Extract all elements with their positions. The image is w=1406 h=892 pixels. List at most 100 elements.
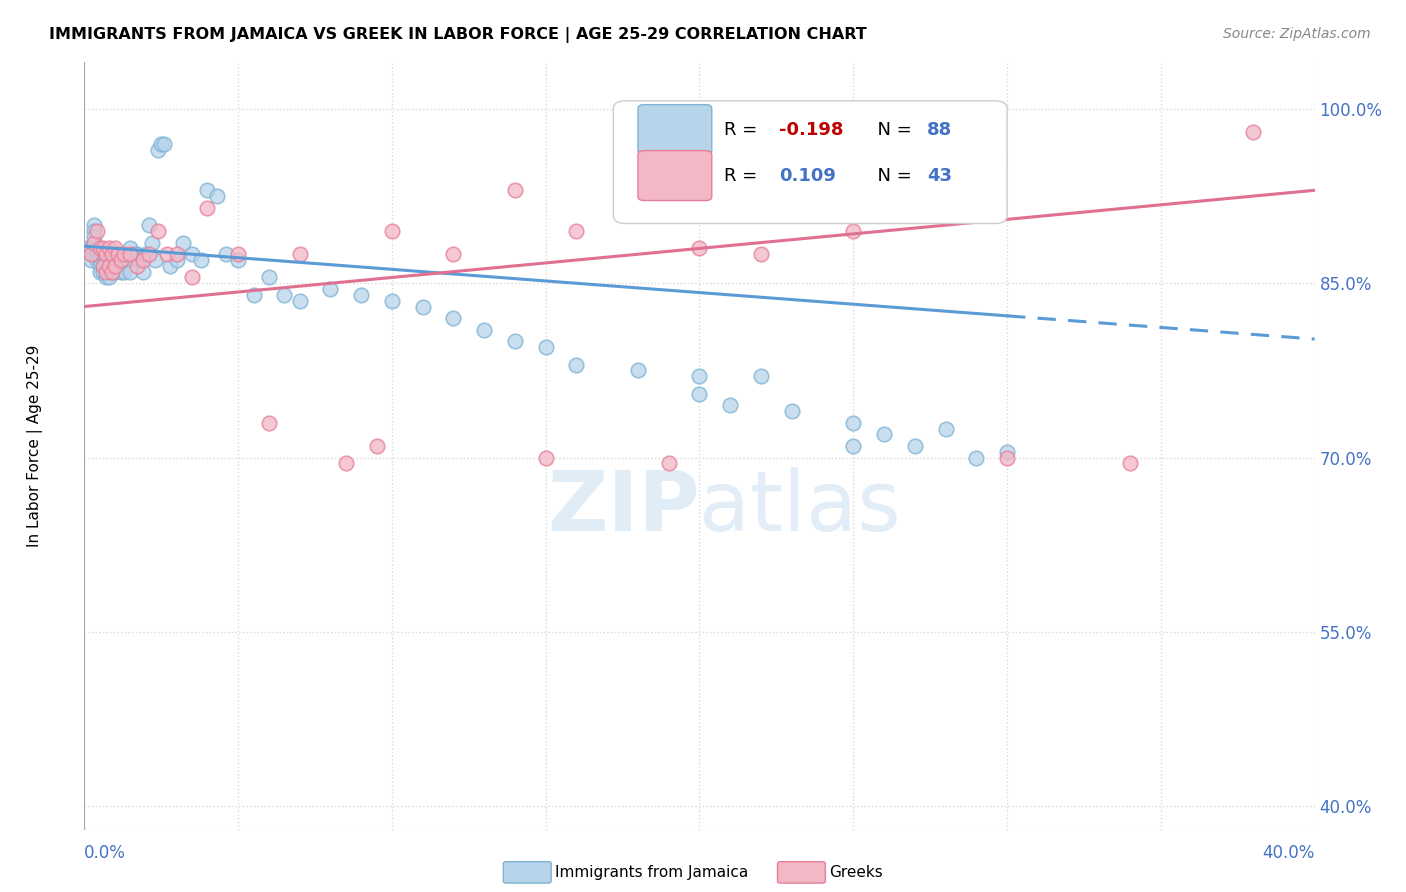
Point [257, 416, 280, 430]
Point [83, 235, 105, 250]
Point [104, 259, 127, 273]
Point [366, 439, 388, 453]
Point [273, 288, 295, 302]
Point [172, 235, 194, 250]
Point [94, 259, 117, 273]
Point [935, 421, 957, 435]
Point [288, 293, 311, 308]
Point [112, 247, 135, 261]
Point [995, 450, 1018, 465]
Point [350, 288, 373, 302]
Point [503, 183, 526, 197]
Point [86, 241, 108, 255]
Point [412, 300, 434, 314]
Point [197, 201, 219, 215]
Point [842, 439, 865, 453]
Point [138, 247, 160, 261]
Text: atlas: atlas [700, 467, 901, 548]
Point [197, 183, 219, 197]
Point [89, 265, 111, 279]
Text: 40.0%: 40.0% [1263, 844, 1315, 862]
Text: Immigrants from Jamaica: Immigrants from Jamaica [555, 865, 748, 880]
Point [86, 253, 108, 268]
FancyBboxPatch shape [613, 101, 1007, 224]
Point [335, 457, 357, 471]
Point [904, 439, 927, 453]
Point [141, 235, 163, 250]
Point [159, 259, 181, 273]
Point [101, 265, 124, 279]
Point [842, 416, 865, 430]
Point [101, 253, 124, 268]
Point [120, 265, 142, 279]
Point [79, 253, 101, 268]
Point [98, 259, 120, 273]
Point [565, 224, 588, 238]
Point [749, 247, 772, 261]
Point [565, 358, 588, 372]
Point [94, 253, 117, 268]
Point [166, 247, 188, 261]
Text: 43: 43 [927, 167, 952, 185]
Point [658, 457, 681, 471]
Point [319, 282, 342, 296]
Point [94, 270, 117, 285]
Text: 88: 88 [927, 120, 952, 138]
Point [91, 259, 114, 273]
Point [120, 241, 142, 255]
Point [128, 253, 150, 268]
Point [101, 259, 124, 273]
Point [107, 259, 129, 273]
Point [79, 247, 101, 261]
Point [148, 143, 170, 157]
Text: N =: N = [866, 167, 917, 185]
Point [627, 363, 650, 377]
Point [101, 265, 124, 279]
Point [91, 265, 114, 279]
Point [98, 247, 120, 261]
Point [83, 247, 105, 261]
Point [718, 398, 741, 412]
Point [689, 369, 711, 384]
Point [226, 247, 249, 261]
Point [143, 253, 166, 268]
Point [873, 427, 896, 442]
Text: IMMIGRANTS FROM JAMAICA VS GREEK IN LABOR FORCE | AGE 25-29 CORRELATION CHART: IMMIGRANTS FROM JAMAICA VS GREEK IN LABO… [49, 27, 868, 43]
Point [86, 224, 108, 238]
Point [83, 229, 105, 244]
Point [94, 247, 117, 261]
Point [104, 265, 127, 279]
Point [89, 247, 111, 261]
Point [98, 259, 120, 273]
Point [443, 247, 465, 261]
Point [83, 218, 105, 232]
Point [995, 445, 1018, 459]
Point [689, 386, 711, 401]
Text: In Labor Force | Age 25-29: In Labor Force | Age 25-29 [27, 345, 44, 547]
Point [965, 450, 987, 465]
Point [89, 253, 111, 268]
Point [166, 253, 188, 268]
Point [107, 247, 129, 261]
Point [842, 224, 865, 238]
Point [98, 241, 120, 255]
Text: -0.198: -0.198 [779, 120, 844, 138]
Point [215, 247, 238, 261]
Point [101, 247, 124, 261]
FancyBboxPatch shape [638, 151, 711, 201]
Point [135, 247, 157, 261]
Point [94, 247, 117, 261]
Point [205, 189, 228, 203]
Point [689, 241, 711, 255]
Point [94, 265, 117, 279]
Text: 0.109: 0.109 [779, 167, 837, 185]
Point [110, 253, 132, 268]
Point [749, 369, 772, 384]
Point [112, 247, 135, 261]
Point [150, 136, 173, 151]
Point [153, 136, 176, 151]
Text: Source: ZipAtlas.com: Source: ZipAtlas.com [1223, 27, 1371, 41]
Point [534, 340, 557, 354]
Point [1241, 125, 1264, 139]
Point [112, 265, 135, 279]
